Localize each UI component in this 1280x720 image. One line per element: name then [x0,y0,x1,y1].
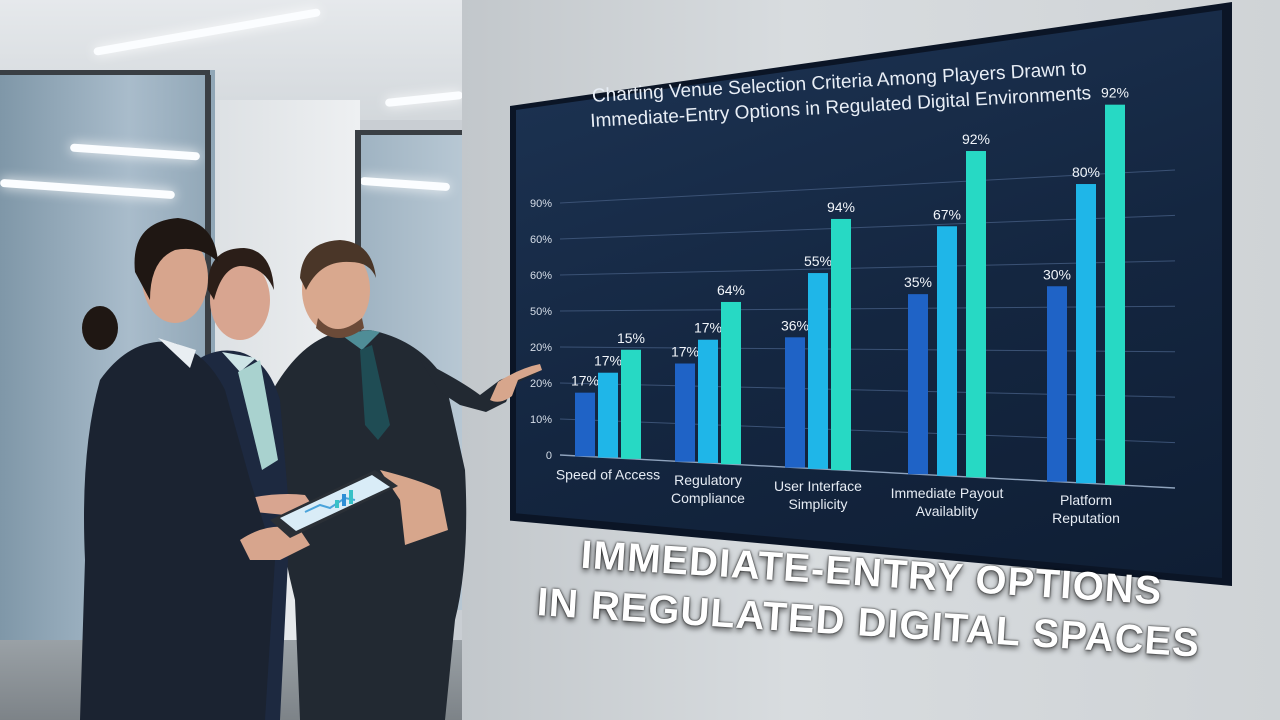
y-tick-label: 20% [530,378,552,390]
tv-screen [516,10,1222,578]
bar-value-label: 17% [571,373,599,389]
y-tick-label: 20% [530,342,552,354]
y-tick-label: 10% [530,414,552,426]
bar-value-label: 67% [933,206,961,222]
bar [575,392,595,457]
y-tick-label: 60% [530,270,552,282]
category-label: Speed of Access [556,467,660,483]
gridline [559,214,1176,240]
category-label: Reputation [1052,510,1120,526]
bar-value-label: 92% [1101,85,1129,101]
bar-value-label: 36% [781,317,809,333]
category-label: Platform [1060,492,1112,508]
bar [721,301,741,465]
bar [908,294,928,475]
category-label: Immediate Payout [891,485,1004,501]
woman-left [80,218,398,720]
bar-value-label: 17% [671,344,699,360]
category-label: Availablity [916,503,979,519]
bar-value-label: 55% [804,253,832,269]
bar [675,363,695,462]
bar [831,218,851,471]
man-presenter [270,240,542,720]
bar-value-label: 30% [1043,266,1071,282]
gridline [559,346,1176,353]
bar-value-label: 35% [904,274,932,290]
bar [966,151,986,478]
bar-value-label: 15% [617,330,645,346]
bar [1076,184,1096,484]
category-label: Simplicity [788,496,847,512]
bar-value-label: 17% [694,320,722,336]
bar [621,349,641,459]
bar-value-label: 64% [717,282,745,298]
bar-value-label: 80% [1072,164,1100,180]
bar-value-label: 17% [594,353,622,369]
category-label: User Interface [774,478,862,494]
bar-value-label: 92% [962,131,990,147]
category-label: Regulatory [674,472,742,488]
gridline [559,418,1176,444]
gridline [559,382,1176,398]
bar [698,339,718,463]
bar-value-label: 94% [827,199,855,215]
gridline [559,454,1176,489]
y-tick-label: 60% [530,234,552,246]
gridline [559,260,1176,276]
y-tick-label: 90% [530,198,552,210]
gridline [559,169,1176,204]
bar [1105,104,1125,485]
gridline [559,305,1176,312]
bar [808,273,828,469]
tablet [270,470,398,538]
y-tick-label: 50% [530,306,552,318]
bar [1047,286,1067,482]
bar [598,372,618,458]
bar [937,226,957,476]
bar [785,337,805,468]
window-frame [360,130,465,135]
y-tick-label: 0 [546,450,552,462]
window-frame [0,70,210,75]
category-label: Compliance [671,490,745,506]
